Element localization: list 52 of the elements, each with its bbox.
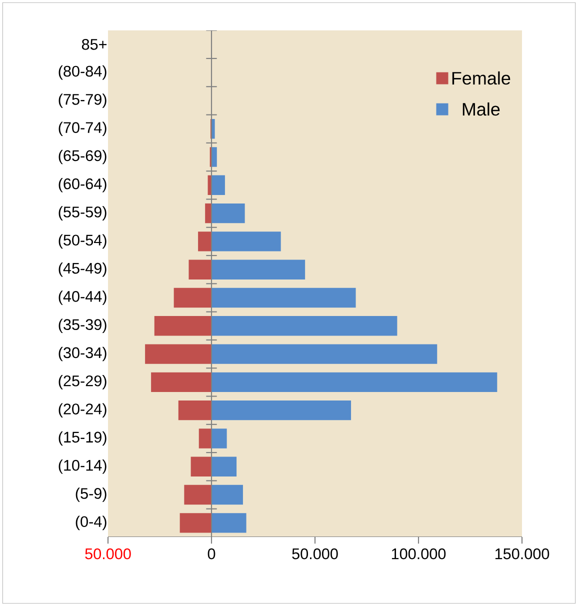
bar [212, 232, 281, 252]
bar [212, 175, 225, 195]
y-tick-label: (55-59) [58, 206, 106, 220]
y-tick-label: (35-39) [58, 318, 106, 334]
bar [212, 428, 227, 448]
y-tick-label: (5-9) [76, 488, 106, 502]
bar [212, 372, 498, 392]
x-tick-label: 50.000 [85, 548, 131, 560]
bar [212, 119, 215, 139]
bar [212, 344, 438, 364]
bar [154, 316, 212, 336]
bar [178, 400, 212, 420]
y-tick-label: (60-64) [58, 178, 106, 192]
bar [212, 316, 398, 336]
bar [212, 147, 217, 167]
bar [212, 288, 356, 308]
y-tick-label: 85+ [82, 38, 107, 50]
y-tick-label: (25-29) [58, 375, 106, 390]
y-tick-label: (20-24) [58, 403, 106, 418]
y-tick-label: (45-49) [58, 262, 106, 277]
y-tick-label: (65-69) [58, 150, 106, 164]
bar [190, 456, 212, 476]
bar [198, 232, 212, 252]
bar [212, 400, 352, 420]
bar [212, 260, 306, 280]
x-tick-label: 50.000 [292, 548, 338, 560]
bar [151, 372, 212, 392]
legend-label: Male [462, 102, 500, 116]
bar [212, 484, 243, 505]
y-tick-label: (75-79) [58, 94, 106, 108]
bar [212, 513, 246, 533]
legend-label: Female [452, 71, 510, 85]
bar [174, 288, 212, 308]
bar [212, 203, 245, 224]
bar [184, 484, 212, 505]
y-tick-label: (0-4) [76, 516, 106, 530]
bar [145, 344, 212, 364]
y-tick-label: (50-54) [58, 234, 106, 249]
bar [180, 513, 212, 533]
bar [205, 203, 212, 224]
y-tick-label: (15-19) [58, 431, 106, 446]
y-tick-label: (40-44) [58, 290, 106, 305]
y-tick-label: (30-34) [58, 346, 106, 362]
y-tick-label: (10-14) [58, 459, 106, 474]
x-tick-label: 0 [208, 548, 216, 560]
y-tick-label: (80-84) [58, 65, 106, 80]
bar [212, 456, 237, 476]
x-tick-label: 100.000 [392, 548, 446, 560]
x-tick-label: 150.000 [495, 548, 550, 560]
bar [198, 428, 212, 448]
bar [188, 260, 212, 280]
y-tick-label: (70-74) [58, 122, 106, 136]
